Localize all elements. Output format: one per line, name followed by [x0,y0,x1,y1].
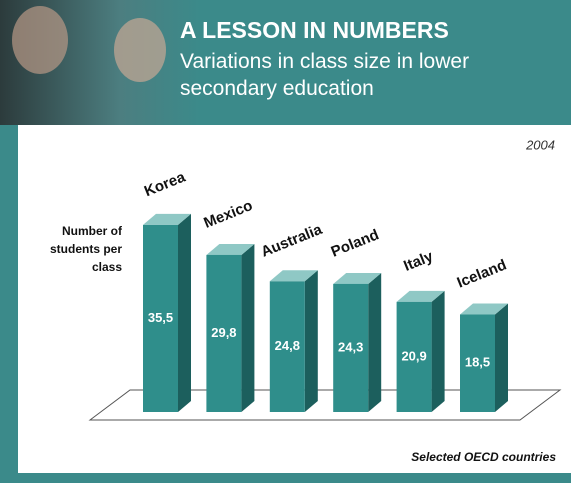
photo-figure [12,6,68,74]
value-label: 24,8 [275,338,300,353]
bar-side [495,303,508,412]
photo-figure [114,18,166,82]
bar-top [460,303,508,315]
year: 2004 [525,137,555,152]
bar-side [241,243,255,412]
bar-top [143,213,191,225]
subtitle-box: Variations in class size in lower second… [180,50,470,100]
bar [396,301,432,412]
chart-subtitle: Variations in class size in lower second… [180,50,470,100]
value-label: 18,5 [465,355,490,370]
value-label: 35,5 [148,310,173,325]
value-label: 20,9 [401,348,426,363]
value-label: 29,8 [211,325,236,340]
bar [333,283,369,412]
chart-title: A LESSON IN NUMBERS [180,17,449,43]
bar-side [178,213,191,412]
bar-top [396,290,445,302]
bar [460,314,495,412]
bar [206,254,242,412]
y-axis-label: Number of students per class [49,224,122,274]
value-label: 24,3 [338,339,363,354]
bar-side [304,270,318,412]
footnote: Selected OECD countries [411,450,556,464]
bar-top [269,270,318,282]
bar-top [333,272,382,284]
bar-top [206,243,255,255]
bar-side [431,290,445,412]
y-label-box: Number of students per class [49,224,122,274]
bar-side [368,272,382,412]
bar [143,224,178,412]
bar [269,281,305,412]
